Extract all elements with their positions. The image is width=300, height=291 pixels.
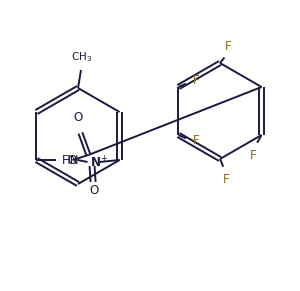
Text: HN: HN bbox=[61, 153, 79, 166]
Text: +: + bbox=[100, 153, 107, 162]
Text: O: O bbox=[67, 153, 76, 166]
Text: CH$_3$: CH$_3$ bbox=[71, 50, 93, 64]
Text: −: − bbox=[61, 151, 70, 161]
Text: N: N bbox=[91, 155, 100, 168]
Text: F: F bbox=[192, 74, 199, 88]
Text: O: O bbox=[74, 111, 83, 124]
Text: O: O bbox=[89, 184, 98, 196]
Text: F: F bbox=[250, 149, 257, 162]
Text: F: F bbox=[192, 134, 199, 148]
Text: F: F bbox=[223, 173, 229, 186]
Text: F: F bbox=[225, 40, 231, 53]
